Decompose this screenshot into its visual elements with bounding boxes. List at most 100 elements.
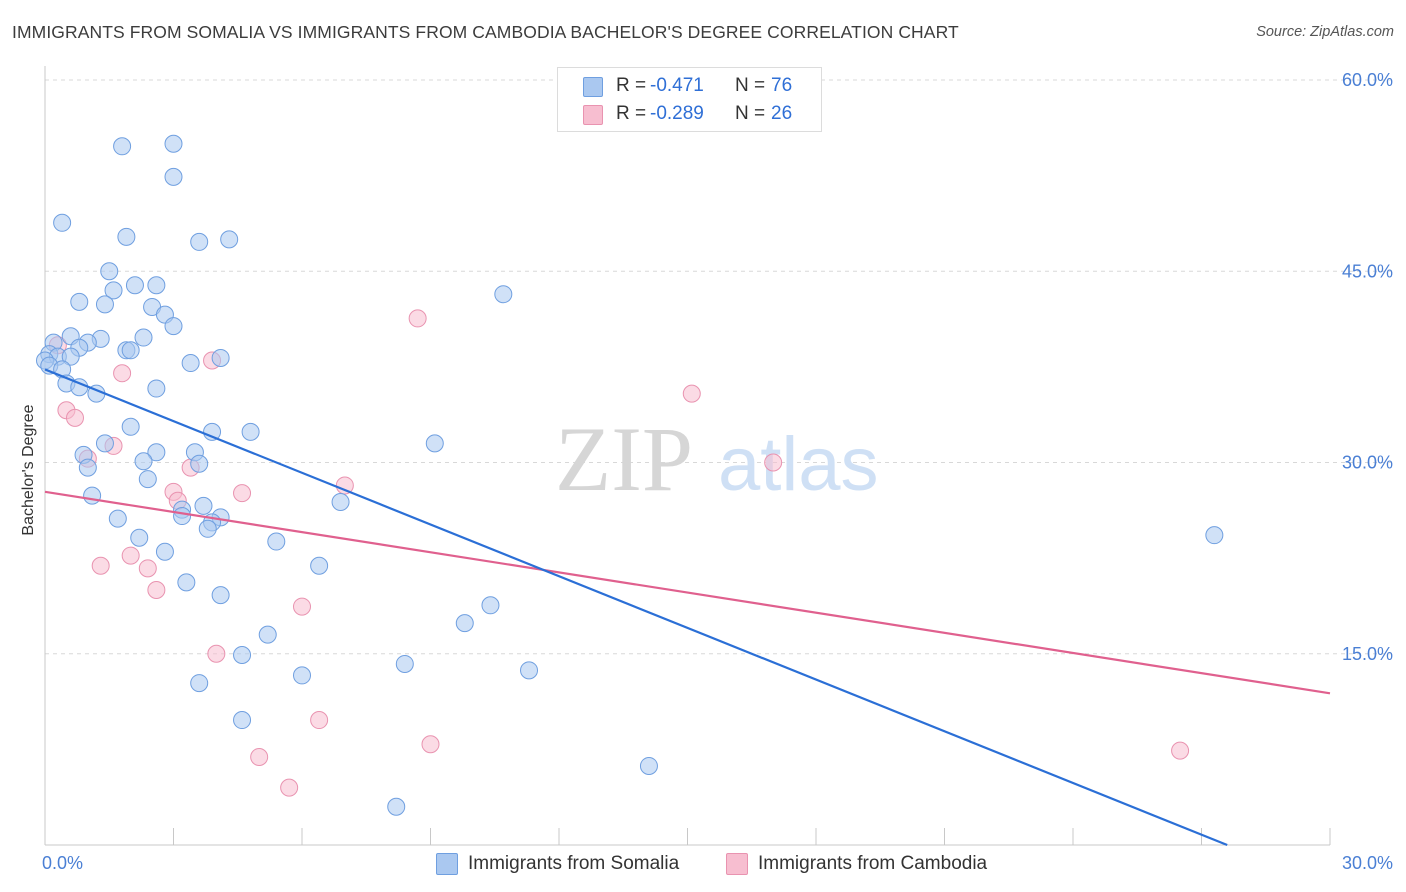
somalia-point [481,596,500,615]
somalia-trend-line [44,368,1228,847]
chart-title: IMMIGRANTS FROM SOMALIA VS IMMIGRANTS FR… [12,22,959,42]
somalia-point [220,230,239,249]
cambodia-point [310,711,329,730]
somalia-point [117,227,136,246]
somalia-point [639,756,658,775]
stats-legend: R = -0.471 N = 76 R = -0.289 N = 26 [557,67,822,132]
somalia-point [130,528,149,547]
somalia-point [494,285,513,304]
cambodia-point [65,408,84,427]
somalia-point [1205,526,1224,545]
somalia-point [190,232,209,251]
cambodia-point [408,309,427,328]
y-tick-label: 15.0% [1342,644,1393,664]
somalia-point [331,493,350,512]
y-tick-label: 60.0% [1342,70,1393,90]
cambodia-point [764,453,783,472]
cambodia-point [113,364,132,383]
somalia-point [164,167,183,186]
watermark: ZIP atlas [555,408,879,510]
somalia-point [121,417,140,436]
watermark-zip: ZIP [555,408,693,510]
somalia-point [155,542,174,561]
cambodia-legend-swatch [726,853,748,875]
somalia-point [211,586,230,605]
somalia-point [520,661,539,680]
somalia-point [267,532,286,551]
somalia-point [164,317,183,336]
somalia-point [100,262,119,281]
cambodia-point [280,778,299,797]
cambodia-trend-line [44,490,1331,695]
somalia-point [104,281,123,300]
somalia-point [121,341,140,360]
somalia-point [310,556,329,575]
trend-lines [44,368,1331,847]
somalia-point [387,797,406,816]
legend-cambodia-r: -0.289 [650,103,704,124]
cambodia-point [233,484,252,503]
somalia-point [211,348,230,367]
somalia-point [177,573,196,592]
x-tick-label: 0.0% [42,853,83,873]
cambodia-points [48,309,1190,797]
cambodia-point [147,581,166,599]
somalia-point [70,292,89,311]
somalia-point [164,134,183,153]
somalia-swatch [583,77,603,97]
watermark-atlas: atlas [718,422,879,507]
legend-r-label: R = [616,75,647,96]
legend-somalia-n: 76 [771,75,793,96]
somalia-point [147,276,166,295]
y-tick-label: 30.0% [1342,453,1393,473]
y-tick-label: 45.0% [1342,261,1393,281]
legend-cambodia-n: 26 [771,103,793,124]
somalia-legend-swatch [436,853,458,875]
legend-n-label: N = [735,103,766,124]
tick-labels: 15.0% 30.0% 45.0% 60.0% 0.0% 30.0% [42,70,1393,873]
cambodia-legend-label: Immigrants from Cambodia [758,853,988,874]
somalia-point [125,276,144,295]
cambodia-point [138,559,157,578]
legend-somalia-r: -0.471 [650,75,704,96]
cambodia-point [1171,741,1190,760]
somalia-point [190,454,209,473]
somalia-point [194,496,213,515]
somalia-point [293,666,311,685]
somalia-point [203,422,222,441]
cambodia-point [421,735,440,754]
somalia-point [83,486,102,505]
source-credit: Source: ZipAtlas.com [1256,24,1394,40]
somalia-point [95,434,114,453]
somalia-point [147,443,166,462]
somalia-point [181,354,200,373]
y-axis-label: Bachelor's Degree [20,404,37,535]
somalia-point [134,328,153,347]
somalia-point [425,434,444,453]
somalia-legend-label: Immigrants from Somalia [468,853,680,874]
legend-r-label: R = [616,103,647,124]
cambodia-point [293,597,311,616]
cambodia-point [121,546,140,565]
somalia-point [241,422,260,441]
cambodia-point [250,748,269,767]
somalia-point [108,509,127,528]
somalia-point [233,646,252,665]
somalia-point [113,137,132,156]
cambodia-point [207,644,226,663]
somalia-point [53,213,72,232]
somalia-point [134,452,153,471]
somalia-point [190,674,209,693]
x-tick-label: 30.0% [1342,853,1393,873]
legend-n-label: N = [735,75,766,96]
somalia-point [138,470,157,489]
cambodia-point [91,556,110,575]
somalia-point [95,295,114,314]
somalia-point [173,507,192,526]
legend-row-somalia: R = -0.471 N = 76 [558,73,821,101]
somalia-point [455,614,474,633]
somalia-points [36,134,1224,816]
somalia-point [78,458,97,477]
somalia-point [147,379,166,398]
